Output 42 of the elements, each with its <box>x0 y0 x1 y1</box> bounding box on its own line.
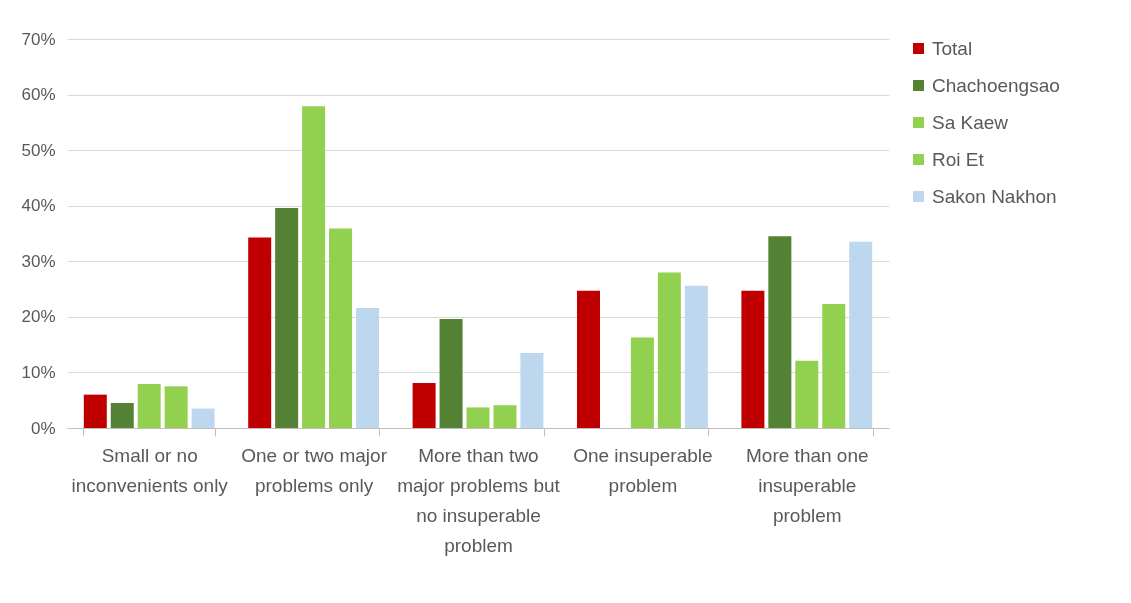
y-tick-label: 60% <box>21 85 56 105</box>
bar <box>657 272 681 428</box>
bar <box>137 384 161 428</box>
bar <box>493 405 517 428</box>
bar <box>741 290 765 428</box>
legend-label: Sakon Nakhon <box>932 185 1057 207</box>
bar <box>520 352 544 428</box>
y-tick-label: 0% <box>30 418 56 438</box>
bar <box>302 106 326 428</box>
bar <box>577 290 600 428</box>
y-tick-label: 40% <box>21 196 56 216</box>
y-tick-label: 30% <box>21 251 56 271</box>
x-tick-label: More than one insuperable problem <box>746 444 869 526</box>
bar <box>466 407 490 428</box>
bar <box>795 360 819 428</box>
bar <box>768 236 792 428</box>
bar <box>684 285 708 428</box>
x-tick-label: One insuperable problem <box>573 444 713 496</box>
y-tick-label: 10% <box>21 362 56 382</box>
bar <box>110 402 134 428</box>
bar <box>439 319 463 428</box>
y-tick-label: 70% <box>21 29 56 49</box>
bar <box>356 307 379 428</box>
bar <box>191 408 215 428</box>
legend-label: Chachoengsao <box>932 74 1060 96</box>
bar <box>630 337 654 428</box>
y-tick-label: 20% <box>21 307 56 327</box>
bar <box>822 304 846 428</box>
bar <box>248 237 272 428</box>
x-tick-label: Small or no inconvenients only <box>71 444 229 496</box>
bar <box>412 382 436 428</box>
bar <box>849 241 873 428</box>
legend-label: Roi Et <box>932 148 985 170</box>
x-tick-label: More than two major problems but no insuperable problem <box>397 444 561 556</box>
bar <box>275 207 299 428</box>
bar <box>83 394 107 428</box>
y-tick-label: 50% <box>21 140 56 160</box>
x-tick-label: One or two major problems only <box>241 444 388 496</box>
bar <box>164 386 188 428</box>
bar <box>329 228 353 428</box>
legend-label: Sa Kaew <box>932 111 1009 133</box>
legend-label: Total <box>932 37 973 59</box>
